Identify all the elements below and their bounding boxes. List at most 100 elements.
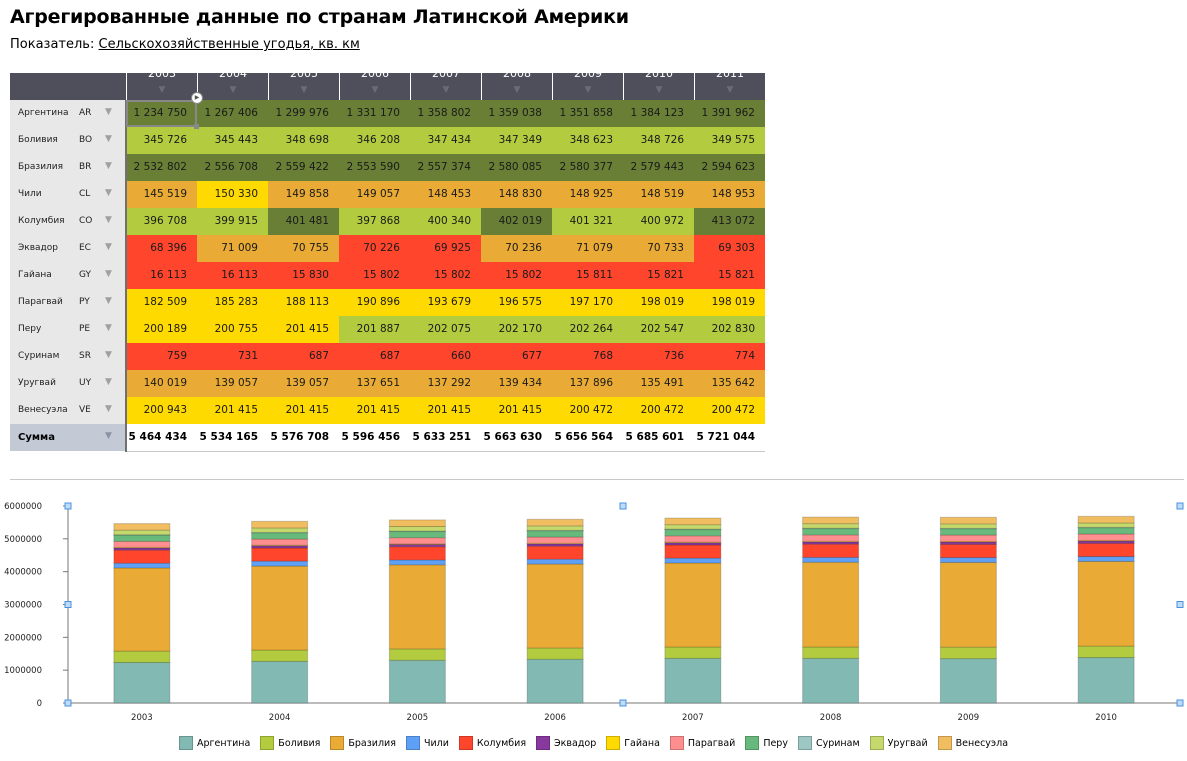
filter-icon[interactable]: ▼: [584, 85, 592, 95]
table-cell[interactable]: 149 858: [268, 181, 339, 208]
table-cell[interactable]: 202 264: [552, 316, 623, 343]
table-cell[interactable]: 202 170: [481, 316, 552, 343]
table-cell[interactable]: 731: [197, 343, 268, 370]
table-cell[interactable]: 70 226: [339, 235, 410, 262]
table-cell[interactable]: 346 208: [339, 127, 410, 154]
table-cell[interactable]: 150 330: [197, 181, 268, 208]
table-cell[interactable]: 148 830: [481, 181, 552, 208]
filter-icon[interactable]: ▼: [105, 107, 112, 117]
table-cell[interactable]: 15 802: [410, 262, 481, 289]
table-cell[interactable]: 196 575: [481, 289, 552, 316]
legend-item[interactable]: Перу: [745, 736, 788, 750]
filter-icon[interactable]: ▼: [105, 269, 112, 279]
table-cell[interactable]: 197 170: [552, 289, 623, 316]
legend-item[interactable]: Колумбия: [458, 736, 526, 750]
table-cell[interactable]: 71 009: [197, 235, 268, 262]
table-cell[interactable]: 200 943: [126, 397, 197, 424]
column-header-2011[interactable]: 2011 ▼: [694, 73, 765, 100]
legend-item[interactable]: Гайана: [606, 736, 660, 750]
filter-icon[interactable]: ▼: [105, 188, 112, 198]
table-cell[interactable]: 16 113: [197, 262, 268, 289]
row-header-ve[interactable]: Венесуэла VE ▼: [10, 397, 126, 424]
row-header-gy[interactable]: Гайана GY ▼: [10, 262, 126, 289]
table-cell[interactable]: 201 415: [339, 397, 410, 424]
table-cell[interactable]: 198 019: [623, 289, 694, 316]
row-header-py[interactable]: Парагвай PY ▼: [10, 289, 126, 316]
table-cell[interactable]: 148 953: [694, 181, 765, 208]
table-cell[interactable]: 400 972: [623, 208, 694, 235]
table-cell[interactable]: 348 726: [623, 127, 694, 154]
table-cell[interactable]: 349 575: [694, 127, 765, 154]
table-cell[interactable]: 200 189: [126, 316, 197, 343]
table-cell[interactable]: 15 821: [694, 262, 765, 289]
table-cell[interactable]: 677: [481, 343, 552, 370]
resize-handle[interactable]: [619, 699, 627, 707]
table-cell[interactable]: 1 299 976: [268, 100, 339, 127]
filter-icon[interactable]: ▼: [655, 85, 663, 95]
filter-icon[interactable]: ▼: [726, 85, 734, 95]
table-cell[interactable]: 759: [126, 343, 197, 370]
table-cell[interactable]: 139 057: [268, 370, 339, 397]
table-cell[interactable]: 70 755: [268, 235, 339, 262]
table-cell[interactable]: 687: [339, 343, 410, 370]
table-cell[interactable]: 1 384 123: [623, 100, 694, 127]
legend-item[interactable]: Венесуэла: [937, 736, 1008, 750]
filter-icon[interactable]: ▼: [442, 85, 450, 95]
table-cell[interactable]: 200 472: [694, 397, 765, 424]
table-cell[interactable]: 347 434: [410, 127, 481, 154]
column-header-2003[interactable]: 2003 ▼: [126, 73, 197, 100]
table-cell[interactable]: 148 925: [552, 181, 623, 208]
row-header-bo[interactable]: Боливия BO ▼: [10, 127, 126, 154]
table-cell[interactable]: 1 358 802: [410, 100, 481, 127]
filter-icon[interactable]: ▼: [300, 85, 308, 95]
table-cell[interactable]: 15 811: [552, 262, 623, 289]
table-cell[interactable]: 190 896: [339, 289, 410, 316]
filter-icon[interactable]: ▼: [105, 296, 112, 306]
table-cell[interactable]: 201 415: [481, 397, 552, 424]
table-cell[interactable]: 201 415: [268, 397, 339, 424]
table-cell[interactable]: 198 019: [694, 289, 765, 316]
table-cell[interactable]: 348 698: [268, 127, 339, 154]
resize-handle[interactable]: [64, 699, 72, 707]
table-cell[interactable]: 202 547: [623, 316, 694, 343]
indicator-link[interactable]: Сельскохозяйственные угодья, кв. км: [98, 37, 360, 52]
table-cell[interactable]: 148 519: [623, 181, 694, 208]
table-cell[interactable]: 139 434: [481, 370, 552, 397]
filter-icon[interactable]: ▼: [105, 215, 112, 225]
filter-icon[interactable]: ▼: [158, 85, 166, 95]
table-cell[interactable]: 145 519: [126, 181, 197, 208]
column-resize-handle[interactable]: ▶: [191, 92, 203, 104]
filter-icon[interactable]: ▼: [513, 85, 521, 95]
table-cell[interactable]: 69 303: [694, 235, 765, 262]
table-cell[interactable]: 736: [623, 343, 694, 370]
table-cell[interactable]: 400 340: [410, 208, 481, 235]
table-cell[interactable]: 201 415: [268, 316, 339, 343]
table-cell[interactable]: 2 580 085: [481, 154, 552, 181]
column-header-2007[interactable]: 2007 ▼: [410, 73, 481, 100]
table-cell[interactable]: 15 821: [623, 262, 694, 289]
row-header-sr[interactable]: Суринам SR ▼: [10, 343, 126, 370]
table-cell[interactable]: 200 472: [552, 397, 623, 424]
filter-icon[interactable]: ▼: [105, 404, 112, 414]
table-cell[interactable]: 1 331 170: [339, 100, 410, 127]
table-cell[interactable]: 193 679: [410, 289, 481, 316]
column-header-2004[interactable]: 2004 ▼: [197, 73, 268, 100]
table-cell[interactable]: 345 726: [126, 127, 197, 154]
table-cell[interactable]: 1 391 962: [694, 100, 765, 127]
table-cell[interactable]: 347 349: [481, 127, 552, 154]
table-cell[interactable]: 2 580 377: [552, 154, 623, 181]
filter-icon[interactable]: ▼: [105, 431, 112, 441]
table-cell[interactable]: 2 594 623: [694, 154, 765, 181]
table-cell[interactable]: 660: [410, 343, 481, 370]
table-cell[interactable]: 135 642: [694, 370, 765, 397]
table-cell[interactable]: 2 559 422: [268, 154, 339, 181]
table-cell[interactable]: 401 481: [268, 208, 339, 235]
resize-handle[interactable]: [64, 502, 72, 510]
column-header-2009[interactable]: 2009 ▼: [552, 73, 623, 100]
filter-icon[interactable]: ▼: [105, 242, 112, 252]
table-cell[interactable]: 68 396: [126, 235, 197, 262]
filter-icon[interactable]: ▼: [105, 323, 112, 333]
table-cell[interactable]: 1 234 750: [126, 100, 197, 127]
fill-handle[interactable]: [194, 124, 199, 129]
table-cell[interactable]: 348 623: [552, 127, 623, 154]
